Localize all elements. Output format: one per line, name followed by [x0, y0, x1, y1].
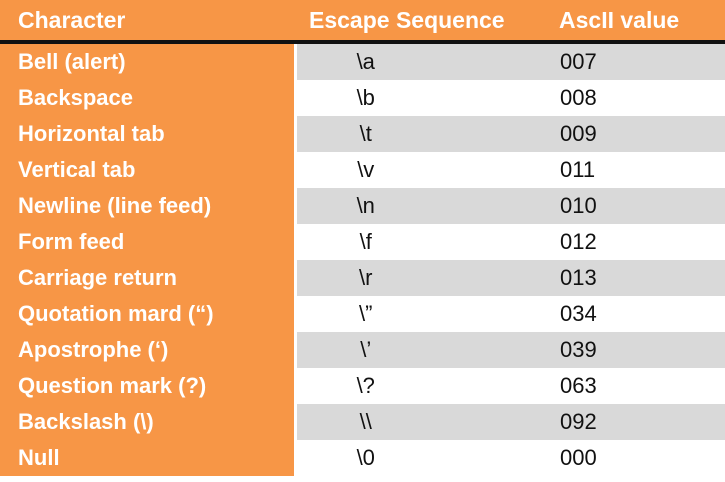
- table-cell: 063: [560, 373, 597, 398]
- header-cell: Character: [0, 0, 295, 44]
- table-row: Question mark (?) \? 063: [0, 368, 725, 404]
- table-cell: 007: [545, 42, 725, 80]
- table-cell: Horizontal tab: [0, 116, 297, 152]
- table-cell: \?: [356, 373, 375, 398]
- table-cell: 009: [545, 116, 725, 152]
- table-cell: \0: [356, 445, 375, 470]
- table-cell: Newline (line feed): [0, 188, 297, 224]
- table-cell: Null: [0, 440, 297, 476]
- table-cell: Form feed: [0, 224, 297, 260]
- table-cell: \r: [295, 260, 545, 296]
- table-cell: 000: [560, 445, 597, 470]
- table-cell: \a: [295, 42, 545, 80]
- table-cell: \n: [295, 188, 545, 224]
- table-cell: \”: [359, 301, 373, 326]
- table-cell: Carriage return: [0, 260, 297, 296]
- table-cell: 013: [545, 260, 725, 296]
- table-cell: 010: [545, 188, 725, 224]
- table-cell: 008: [560, 85, 597, 110]
- table-cell: 039: [545, 332, 725, 368]
- table-cell: Quotation mard (“): [0, 296, 297, 332]
- table-cell: 034: [560, 301, 597, 326]
- table-cell: 012: [560, 229, 597, 254]
- table-row: Backspace \b 008: [0, 80, 725, 116]
- table-cell: Apostrophe (‘): [0, 332, 297, 368]
- table-row: Horizontal tab \t 009: [0, 116, 725, 152]
- table-cell: 011: [560, 157, 596, 182]
- header-cell: AscII value: [545, 0, 725, 44]
- table-cell: Backslash (\): [0, 404, 297, 440]
- table-cell: \t: [295, 116, 545, 152]
- table-row: Bell (alert) \a 007: [0, 42, 725, 80]
- table-cell: Vertical tab: [0, 152, 297, 188]
- table-cell: Question mark (?): [0, 368, 297, 404]
- table-cell: Backspace: [0, 80, 297, 116]
- table-cell: \f: [359, 229, 372, 254]
- table-row: Quotation mard (“) \” 034: [0, 296, 725, 332]
- table-row: Carriage return \r 013: [0, 260, 725, 296]
- table-cell: \\: [295, 404, 545, 440]
- table-row: Vertical tab \v 011: [0, 152, 725, 188]
- table-cell: \’: [295, 332, 545, 368]
- table-body: Bell (alert) \a 007 Backspace \b 008 Horizonta…: [0, 42, 725, 476]
- table-cell: Bell (alert): [0, 42, 297, 80]
- table-row: Form feed \f 012: [0, 224, 725, 260]
- table-cell: 092: [545, 404, 725, 440]
- table-cell: \b: [356, 85, 375, 110]
- header-row: Character Escape Sequence AscII value: [0, 0, 725, 44]
- table-row: Apostrophe (‘) \’ 039: [0, 332, 725, 368]
- table-header: Character Escape Sequence AscII value: [0, 0, 725, 44]
- table-row: Backslash (\) \\ 092: [0, 404, 725, 440]
- header-cell: Escape Sequence: [295, 0, 545, 44]
- table-cell: \v: [357, 157, 375, 182]
- table-row: Null \0 000: [0, 440, 725, 476]
- table-row: Newline (line feed) \n 010: [0, 188, 725, 224]
